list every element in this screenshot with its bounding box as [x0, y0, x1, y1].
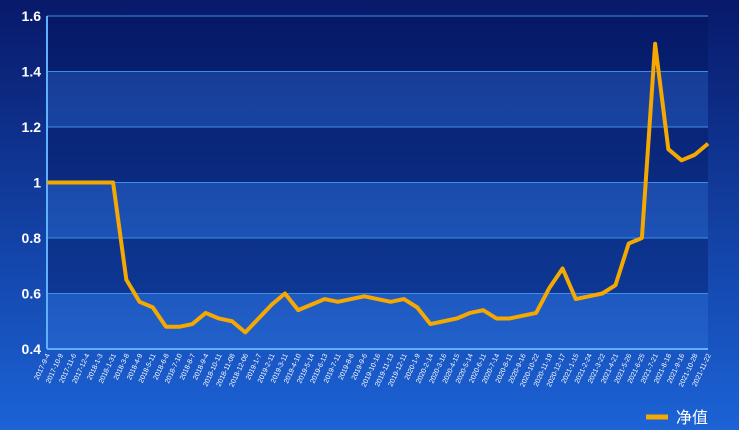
y-tick-label: 0.8: [22, 230, 42, 246]
y-tick-label: 1: [33, 175, 41, 191]
data-line: [47, 41, 710, 335]
y-tick-label: 0.4: [22, 341, 42, 357]
plot-band: [47, 127, 708, 183]
y-tick-label: 1.4: [22, 64, 42, 80]
plot-band: [47, 238, 708, 294]
legend-label: 净值: [676, 409, 708, 427]
y-tick-label: 0.6: [22, 286, 42, 302]
plot-band: [47, 71, 708, 127]
y-tick-label: 1.2: [22, 119, 42, 135]
plot-band: [47, 16, 708, 72]
y-tick-label: 1.6: [22, 8, 42, 24]
plot-band: [47, 293, 708, 349]
plot-band: [47, 182, 708, 238]
